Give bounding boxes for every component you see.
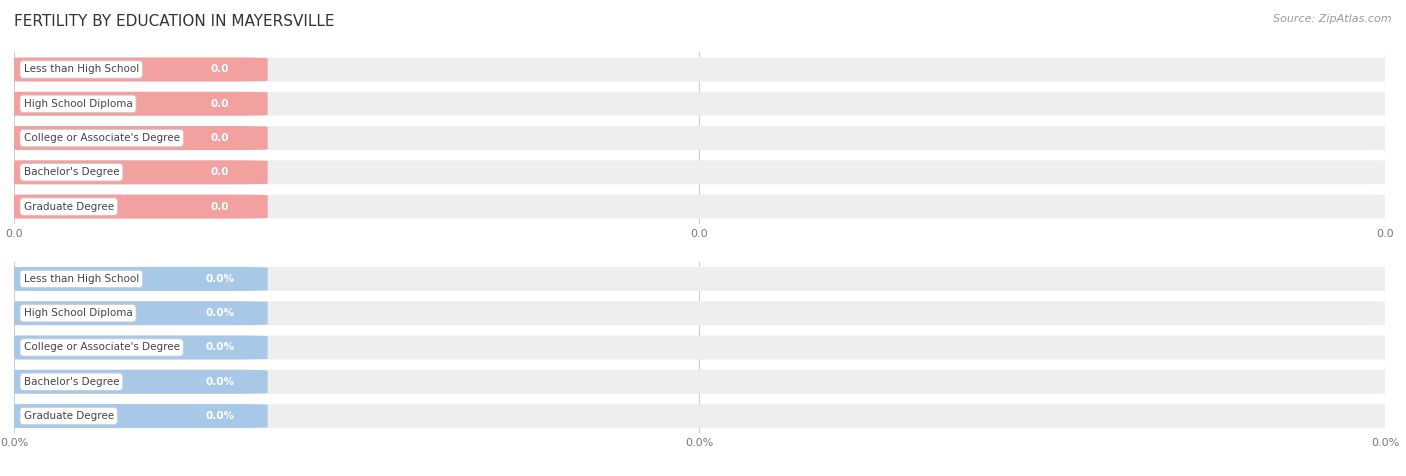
FancyBboxPatch shape [0, 195, 267, 218]
FancyBboxPatch shape [0, 301, 1399, 325]
Text: Less than High School: Less than High School [24, 64, 139, 75]
Text: College or Associate's Degree: College or Associate's Degree [24, 342, 180, 353]
Text: FERTILITY BY EDUCATION IN MAYERSVILLE: FERTILITY BY EDUCATION IN MAYERSVILLE [14, 14, 335, 30]
FancyBboxPatch shape [0, 58, 1399, 81]
FancyBboxPatch shape [0, 336, 267, 359]
FancyBboxPatch shape [0, 126, 1399, 150]
FancyBboxPatch shape [0, 267, 267, 291]
Text: Bachelor's Degree: Bachelor's Degree [24, 377, 120, 387]
FancyBboxPatch shape [0, 92, 1399, 116]
FancyBboxPatch shape [0, 126, 267, 150]
FancyBboxPatch shape [0, 267, 1399, 291]
Text: 0.0%: 0.0% [205, 342, 235, 353]
FancyBboxPatch shape [0, 336, 1399, 359]
FancyBboxPatch shape [0, 404, 1399, 428]
FancyBboxPatch shape [0, 370, 1399, 394]
FancyBboxPatch shape [0, 160, 1399, 184]
Text: 0.0: 0.0 [211, 201, 229, 212]
Text: 0.0%: 0.0% [205, 308, 235, 318]
FancyBboxPatch shape [0, 195, 1399, 218]
Text: Graduate Degree: Graduate Degree [24, 411, 114, 421]
Text: Source: ZipAtlas.com: Source: ZipAtlas.com [1274, 14, 1392, 24]
Text: Less than High School: Less than High School [24, 274, 139, 284]
Text: 0.0%: 0.0% [205, 377, 235, 387]
Text: 0.0%: 0.0% [205, 274, 235, 284]
Text: College or Associate's Degree: College or Associate's Degree [24, 133, 180, 143]
Text: 0.0: 0.0 [211, 167, 229, 178]
FancyBboxPatch shape [0, 404, 267, 428]
Text: Bachelor's Degree: Bachelor's Degree [24, 167, 120, 178]
FancyBboxPatch shape [0, 160, 267, 184]
Text: Graduate Degree: Graduate Degree [24, 201, 114, 212]
FancyBboxPatch shape [0, 58, 267, 81]
Text: 0.0%: 0.0% [205, 411, 235, 421]
FancyBboxPatch shape [0, 370, 267, 394]
Text: 0.0: 0.0 [211, 64, 229, 75]
Text: 0.0: 0.0 [211, 99, 229, 109]
Text: High School Diploma: High School Diploma [24, 99, 132, 109]
FancyBboxPatch shape [0, 92, 267, 116]
Text: 0.0: 0.0 [211, 133, 229, 143]
FancyBboxPatch shape [0, 301, 267, 325]
Text: High School Diploma: High School Diploma [24, 308, 132, 318]
